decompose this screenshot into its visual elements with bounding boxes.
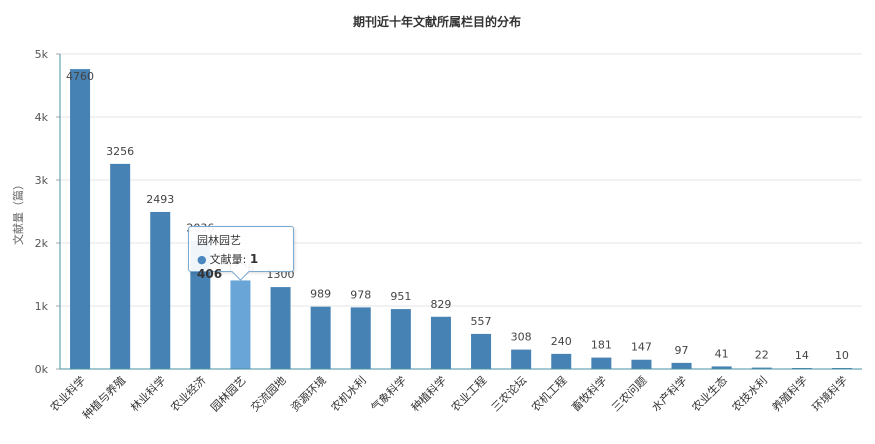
y-axis-ticks: 0k 1k 2k 3k 4k 5k — [35, 48, 60, 376]
series-dot-icon: ● — [197, 253, 207, 266]
data-label: 14 — [795, 349, 809, 362]
data-label: 240 — [551, 335, 572, 348]
bar[interactable] — [591, 357, 612, 369]
data-label: 3256 — [106, 145, 134, 158]
bar[interactable] — [551, 353, 572, 369]
y-tick-label: 4k — [35, 111, 49, 124]
data-label: 22 — [755, 349, 769, 362]
data-label: 41 — [715, 347, 729, 360]
data-label: 989 — [310, 288, 331, 301]
x-category-label: 农机水利 — [328, 373, 369, 414]
data-label: 2493 — [146, 193, 174, 206]
x-category-label: 农技水利 — [729, 373, 770, 414]
y-tick-label: 2k — [35, 237, 49, 250]
bar[interactable] — [270, 287, 291, 369]
bars — [70, 69, 852, 370]
x-category-label: 水产科学 — [649, 373, 690, 414]
y-tick-label: 1k — [35, 300, 49, 313]
bar[interactable] — [310, 306, 331, 369]
bar[interactable] — [430, 316, 451, 369]
data-label: 557 — [471, 315, 492, 328]
bar[interactable] — [631, 359, 652, 369]
x-category-label: 农业工程 — [448, 373, 489, 414]
y-tick-label: 3k — [35, 174, 49, 187]
x-category-label: 农业科学 — [47, 373, 88, 414]
x-category-label: 三农论坛 — [488, 373, 529, 414]
x-category-label: 资源环境 — [288, 373, 329, 414]
bar-tooltip: 园林园艺 ● 文献量: 1 406 — [188, 226, 294, 281]
data-label: 308 — [511, 331, 532, 344]
data-label: 10 — [835, 349, 849, 362]
bar[interactable] — [350, 307, 371, 369]
tooltip-series-name: 文献量 — [209, 253, 243, 266]
x-category-label: 农业经济 — [167, 373, 208, 414]
x-category-label: 交流园地 — [248, 373, 289, 414]
tooltip-row: ● 文献量: 1 406 — [197, 252, 259, 281]
x-category-label: 林业科学 — [127, 373, 168, 414]
x-category-label: 种植科学 — [408, 373, 449, 414]
x-category-label: 气象科学 — [368, 373, 409, 414]
y-tick-label: 5k — [35, 48, 49, 61]
tooltip-value: 1 406 — [197, 252, 259, 281]
bar[interactable] — [110, 163, 131, 369]
x-category-label: 养殖科学 — [769, 373, 810, 414]
x-category-label: 种植与养殖 — [79, 373, 128, 422]
y-axis-label: 文献量（篇） — [11, 179, 25, 245]
data-labels: 4760325624932036140613009899789518295573… — [66, 70, 849, 362]
bar[interactable] — [671, 362, 692, 369]
data-label: 181 — [591, 339, 612, 352]
data-label: 978 — [350, 288, 371, 301]
tooltip-title: 园林园艺 — [197, 234, 241, 247]
data-label: 147 — [631, 341, 652, 354]
x-category-label: 园林园艺 — [208, 373, 249, 414]
bar[interactable] — [471, 333, 492, 369]
grid — [60, 53, 862, 307]
bar[interactable] — [230, 280, 251, 369]
data-label: 951 — [390, 290, 411, 303]
data-label: 4760 — [66, 70, 94, 83]
x-category-label: 畜牧科学 — [568, 373, 609, 414]
data-label: 829 — [430, 298, 451, 311]
x-category-label: 三农问题 — [609, 373, 650, 414]
bar[interactable] — [190, 240, 211, 369]
bar[interactable] — [751, 367, 772, 369]
bar[interactable] — [70, 69, 91, 370]
bar[interactable] — [711, 366, 732, 369]
y-tick-label: 0k — [35, 363, 49, 376]
chart-title: 期刊近十年文献所属栏目的分布 — [353, 14, 521, 29]
bar[interactable] — [511, 349, 532, 369]
x-category-label: 农机工程 — [528, 373, 569, 414]
bar[interactable] — [150, 211, 171, 369]
x-category-label: 农业生态 — [689, 373, 730, 414]
data-label: 97 — [675, 344, 689, 357]
bar[interactable] — [390, 309, 411, 369]
x-category-label: 环境科学 — [809, 373, 850, 414]
